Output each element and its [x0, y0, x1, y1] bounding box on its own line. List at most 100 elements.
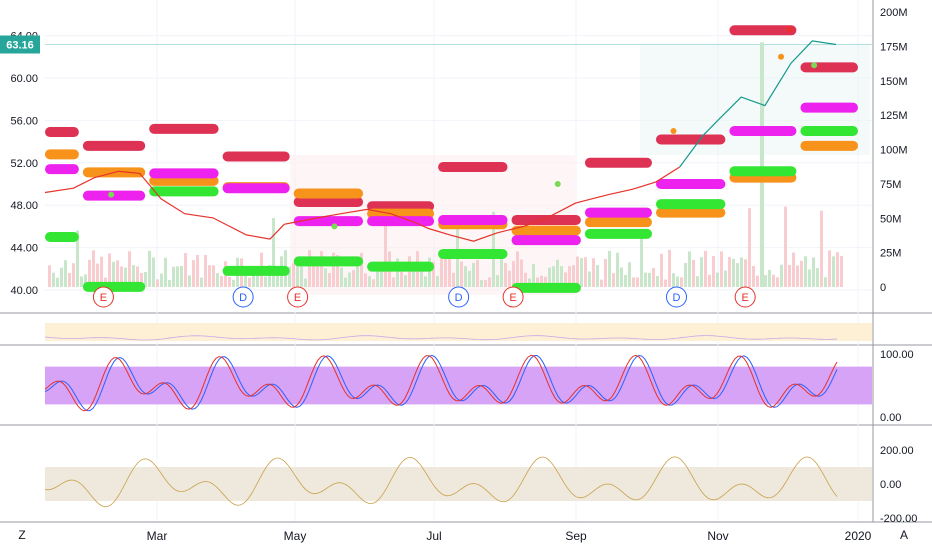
- event-circle: [232, 286, 254, 308]
- volume-bar: [100, 256, 103, 287]
- volume-bar: [228, 276, 231, 287]
- volume-bar: [484, 280, 487, 287]
- pivot-level-magenta: [729, 126, 797, 136]
- volume-bar: [740, 257, 743, 287]
- volume-bar: [352, 270, 355, 287]
- event-marker-earnings[interactable]: E: [734, 286, 756, 308]
- volume-bar: [572, 265, 575, 287]
- volume-bar: [404, 275, 407, 287]
- event-label: E: [100, 292, 107, 304]
- volume-bar: [348, 272, 351, 287]
- pivot-level-orange: [584, 217, 652, 228]
- pivot-level-magenta: [655, 179, 726, 189]
- volume-bar: [512, 261, 515, 287]
- volume-bar: [708, 274, 711, 287]
- volume-bar: [488, 277, 491, 287]
- event-circle: [448, 286, 470, 308]
- volume-bar: [92, 250, 95, 287]
- pivot-level-red: [222, 151, 290, 162]
- volume-bar: [332, 252, 335, 287]
- event-marker-earnings[interactable]: E: [92, 286, 114, 308]
- volume-bar: [368, 276, 371, 287]
- pivot-level-red: [800, 62, 858, 73]
- time-axis-label: Jul: [426, 529, 441, 543]
- pivot-level-magenta: [511, 235, 581, 246]
- pivot-level-red: [45, 127, 79, 138]
- volume-bar: [520, 259, 523, 287]
- pivot-level-red: [293, 197, 364, 208]
- volume-bar: [136, 266, 139, 287]
- volume-bar: [556, 259, 559, 287]
- volume-bar: [196, 255, 199, 287]
- pivot-level-green: [149, 186, 219, 197]
- volume-bar: [204, 254, 207, 287]
- volume-bar: [156, 279, 159, 287]
- volume-tick-label: 125M: [880, 110, 908, 122]
- volume-bar: [776, 277, 779, 287]
- event-marker-dividend[interactable]: D: [666, 286, 688, 308]
- volume-bar: [172, 266, 175, 287]
- pivot-level-green: [367, 261, 435, 272]
- volume-bar: [432, 261, 435, 287]
- volume-bar: [76, 230, 79, 287]
- volume-bar: [524, 272, 527, 287]
- volume-bar: [804, 256, 807, 287]
- volume-bar: [812, 257, 815, 287]
- stoch-tick-label: 0.00: [880, 412, 901, 424]
- volume-bar: [444, 253, 447, 287]
- volume-bar: [244, 269, 247, 287]
- stoch-tick-label: 100.00: [880, 349, 914, 361]
- volume-bar: [144, 271, 147, 287]
- event-label: D: [239, 292, 247, 304]
- volume-bar: [720, 251, 723, 287]
- event-marker-dividend[interactable]: D: [232, 286, 254, 308]
- volume-bar: [672, 273, 675, 287]
- volume-bar: [164, 257, 167, 287]
- volume-bar: [724, 270, 727, 287]
- volume-bar: [592, 258, 595, 287]
- pivot-level-red: [149, 123, 219, 134]
- pivot-level-red: [729, 25, 797, 36]
- pivot-level-green: [584, 228, 652, 239]
- volume-bar: [648, 272, 651, 287]
- cci-tick-label: 0.00: [880, 479, 901, 491]
- log-scale-toggle[interactable]: Z: [18, 528, 25, 542]
- event-marker-earnings[interactable]: E: [502, 286, 524, 308]
- volume-bar: [84, 274, 87, 287]
- volume-bar: [620, 267, 623, 287]
- rsi-band: [45, 323, 872, 341]
- volume-bar: [644, 272, 647, 287]
- event-label: E: [742, 292, 749, 304]
- pivot-level-green: [800, 126, 858, 136]
- volume-bar: [704, 250, 707, 287]
- volume-bar: [412, 262, 415, 287]
- volume-bar: [596, 265, 599, 287]
- volume-tick-label: 100M: [880, 145, 908, 157]
- auto-scale-toggle[interactable]: A: [900, 528, 908, 542]
- volume-bar: [56, 277, 59, 287]
- volume-bar: [632, 277, 635, 287]
- volume-bar: [296, 257, 299, 287]
- price-line: [44, 166, 681, 242]
- current-price-label: 63.16: [6, 40, 34, 52]
- volume-bar: [60, 267, 63, 287]
- event-marker-earnings[interactable]: E: [287, 286, 309, 308]
- volume-bar: [48, 265, 51, 287]
- cci-tick-label: 200.00: [880, 445, 914, 457]
- volume-bar: [64, 260, 67, 287]
- axes: 40.0044.0048.0052.0056.0060.0064.00025M5…: [0, 7, 917, 543]
- volume-bar: [116, 260, 119, 287]
- pivot-level-red: [438, 162, 508, 173]
- event-marker-dividend[interactable]: D: [448, 286, 470, 308]
- volume-bar: [88, 259, 91, 287]
- event-label: D: [673, 292, 681, 304]
- current-price-badge-bg: [0, 35, 40, 54]
- rsi-line: [44, 335, 838, 341]
- volume-bar: [640, 231, 643, 287]
- volume-bar: [216, 273, 219, 287]
- volume-bar: [580, 258, 583, 287]
- volume-bar: [688, 251, 691, 287]
- volume-bar: [652, 268, 655, 287]
